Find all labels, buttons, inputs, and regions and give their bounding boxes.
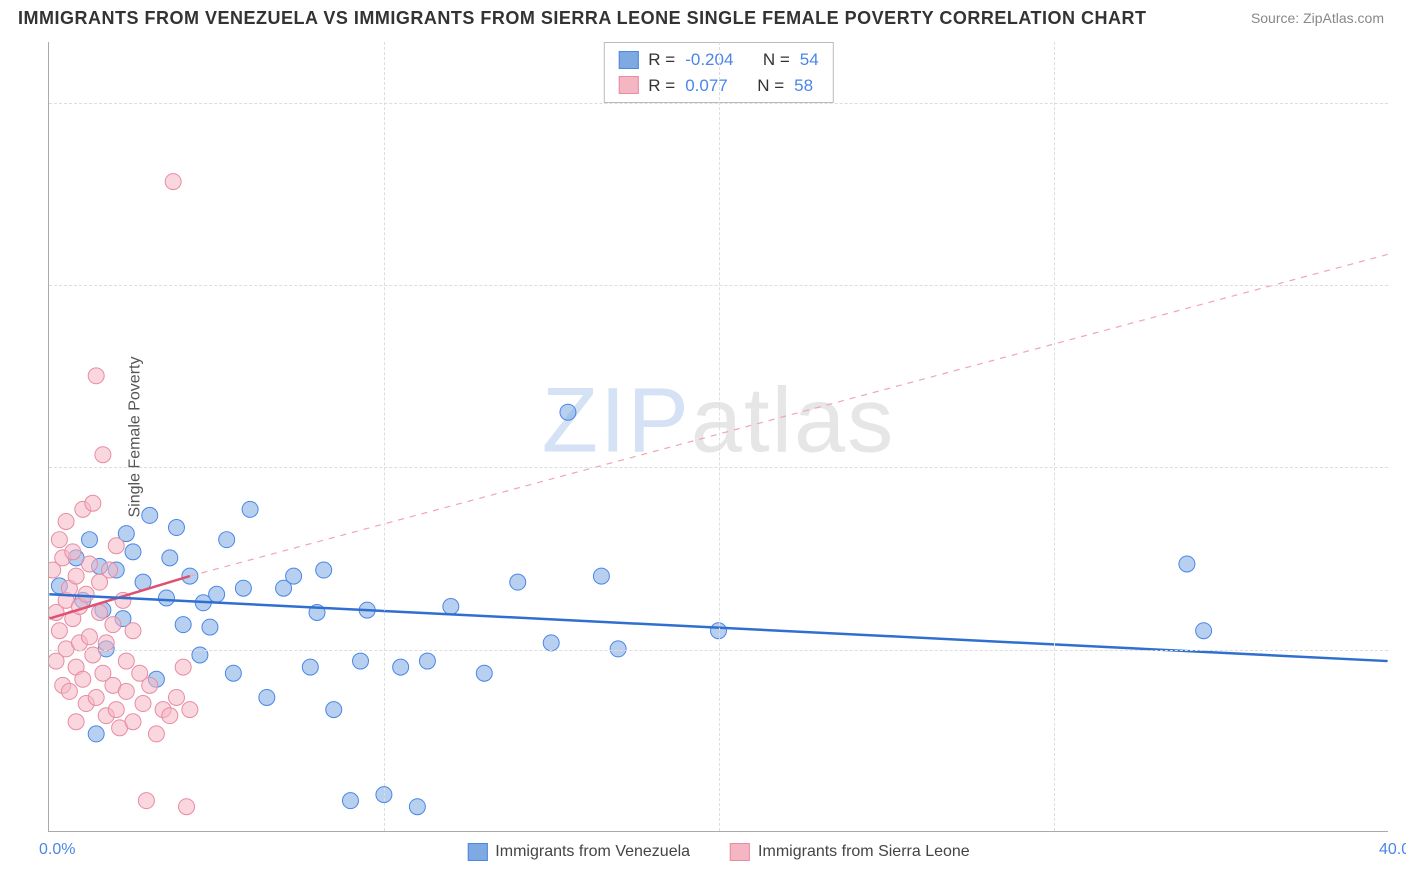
r-label: R = xyxy=(648,73,675,99)
chart-container: IMMIGRANTS FROM VENEZUELA VS IMMIGRANTS … xyxy=(0,0,1406,892)
x-tick-label: 0.0% xyxy=(39,841,75,859)
legend: Immigrants from Venezuela Immigrants fro… xyxy=(467,843,969,861)
legend-item-sierra-leone: Immigrants from Sierra Leone xyxy=(730,843,970,861)
legend-swatch-venezuela xyxy=(467,843,487,861)
swatch-venezuela xyxy=(618,51,638,69)
legend-label-sierra-leone: Immigrants from Sierra Leone xyxy=(758,843,970,861)
legend-label-venezuela: Immigrants from Venezuela xyxy=(495,843,690,861)
n-label: N = xyxy=(757,73,784,99)
r-label: R = xyxy=(648,47,675,73)
legend-item-venezuela: Immigrants from Venezuela xyxy=(467,843,690,861)
chart-title: IMMIGRANTS FROM VENEZUELA VS IMMIGRANTS … xyxy=(18,8,1147,29)
r-value-venezuela: -0.204 xyxy=(685,47,733,73)
swatch-sierra-leone xyxy=(618,76,638,94)
r-value-sierra-leone: 0.077 xyxy=(685,73,728,99)
legend-swatch-sierra-leone xyxy=(730,843,750,861)
x-tick-label: 40.0% xyxy=(1379,841,1406,859)
source-attribution: Source: ZipAtlas.com xyxy=(1251,10,1384,26)
n-value-venezuela: 54 xyxy=(800,47,819,73)
n-label: N = xyxy=(763,47,790,73)
plot-area: Single Female Poverty ZIPatlas R = -0.20… xyxy=(48,42,1388,832)
n-value-sierra-leone: 58 xyxy=(794,73,813,99)
